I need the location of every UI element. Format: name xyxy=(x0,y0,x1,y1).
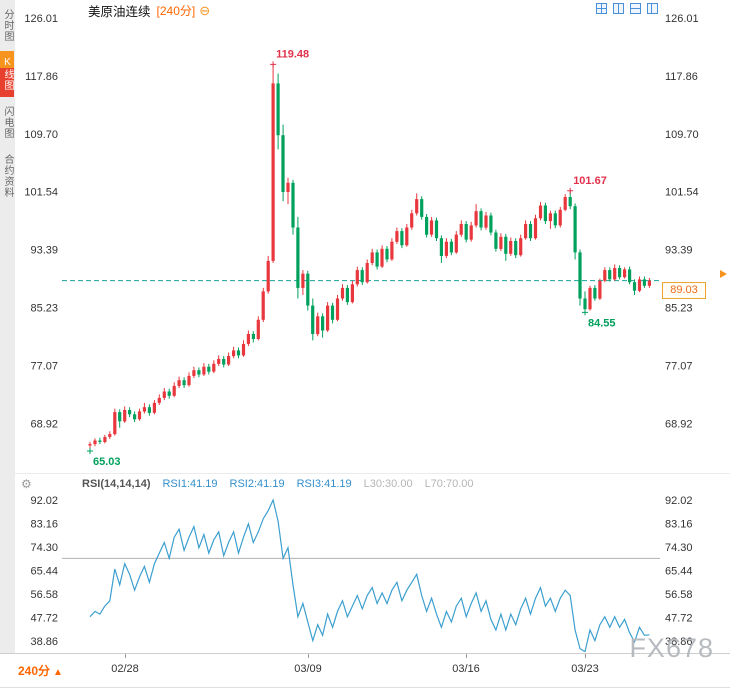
sidebar-item-time-chart[interactable]: 分时图 xyxy=(2,9,13,42)
svg-text:126.01: 126.01 xyxy=(665,13,699,25)
svg-text:83.16: 83.16 xyxy=(665,519,693,531)
layout-quad-icon[interactable] xyxy=(596,3,607,14)
layout-vsplit-icon[interactable] xyxy=(613,3,624,14)
svg-text:56.58: 56.58 xyxy=(30,589,58,601)
svg-text:77.07: 77.07 xyxy=(30,361,58,373)
svg-text:119.48: 119.48 xyxy=(276,48,309,60)
svg-text:65.44: 65.44 xyxy=(30,566,58,578)
x-axis-tick xyxy=(585,654,586,658)
svg-text:65.03: 65.03 xyxy=(93,456,121,468)
interval-button[interactable]: 240分 ▲ xyxy=(18,662,63,679)
bottom-axis: 240分 ▲ 02/28 03/09 03/16 03/23 xyxy=(0,653,730,687)
interval-label: 240分 xyxy=(18,664,51,678)
layout-hsplit-icon[interactable] xyxy=(630,3,641,14)
svg-text:92.02: 92.02 xyxy=(30,495,58,507)
svg-text:83.16: 83.16 xyxy=(30,519,58,531)
sidebar-item-lightning-chart[interactable]: 闪电图 xyxy=(2,106,13,139)
rsi-chart[interactable]: 92.02 92.02 83.16 83.16 74.30 74.30 65.44 65.44… xyxy=(0,492,730,652)
sidebar-item-kline-chart[interactable]: K线图 xyxy=(0,51,14,97)
svg-text:92.02: 92.02 xyxy=(665,495,693,507)
layout-toolbar xyxy=(596,3,658,14)
x-axis-date: 03/16 xyxy=(452,663,480,675)
rsi-header: ⚙ RSI(14,14,14) RSI1:41.19 RSI2:41.19 RS… xyxy=(15,476,730,491)
rsi2-value: RSI2:41.19 xyxy=(229,477,285,490)
x-axis-date: 02/28 xyxy=(111,663,139,675)
svg-text:74.30: 74.30 xyxy=(665,542,693,554)
svg-text:56.58: 56.58 xyxy=(665,589,693,601)
svg-text:109.70: 109.70 xyxy=(24,129,58,141)
svg-text:38.86: 38.86 xyxy=(30,636,58,648)
svg-text:117.86: 117.86 xyxy=(665,71,698,83)
svg-text:93.39: 93.39 xyxy=(665,245,693,257)
svg-text:84.55: 84.55 xyxy=(588,317,616,329)
svg-text:74.30: 74.30 xyxy=(30,542,58,554)
chart-header: 美原油连续 [240分] ⊖ xyxy=(15,0,730,20)
x-axis-tick xyxy=(308,654,309,658)
svg-text:101.54: 101.54 xyxy=(24,187,58,199)
svg-text:85.23: 85.23 xyxy=(30,303,58,315)
candlestick-chart[interactable]: 126.01 126.01 117.86 117.86 109.70 109.70 101.… xyxy=(0,0,730,472)
svg-text:77.07: 77.07 xyxy=(665,361,693,373)
svg-text:65.44: 65.44 xyxy=(665,566,693,578)
latest-price-arrow-icon[interactable] xyxy=(720,270,727,278)
rsi3-value: RSI3:41.19 xyxy=(296,477,352,490)
svg-text:47.72: 47.72 xyxy=(665,613,693,625)
x-axis-tick xyxy=(125,654,126,658)
svg-text:47.72: 47.72 xyxy=(30,613,58,625)
rsi1-value: RSI1:41.19 xyxy=(162,477,218,490)
rsi-title: RSI(14,14,14) xyxy=(82,477,151,490)
x-axis-date: 03/09 xyxy=(294,663,322,675)
l70-value: L70:70.00 xyxy=(424,477,474,490)
l30-value: L30:30.00 xyxy=(363,477,413,490)
layout-sidebar-icon[interactable] xyxy=(647,3,658,14)
last-price-badge: 89.03 xyxy=(662,282,706,299)
svg-text:68.92: 68.92 xyxy=(665,418,693,430)
svg-text:68.92: 68.92 xyxy=(30,418,58,430)
collapse-icon[interactable]: ⊖ xyxy=(199,2,211,18)
svg-text:38.86: 38.86 xyxy=(665,636,693,648)
svg-text:101.67: 101.67 xyxy=(573,175,607,187)
symbol-title: 美原油连续 xyxy=(88,4,151,19)
sidebar-item-contract-info[interactable]: 合约资料 xyxy=(2,154,13,198)
indicator-settings-icon[interactable]: ⚙ xyxy=(21,476,32,491)
svg-text:126.01: 126.01 xyxy=(24,13,58,25)
x-axis-tick xyxy=(466,654,467,658)
svg-text:117.86: 117.86 xyxy=(25,71,58,83)
watermark: FX678 xyxy=(629,633,714,663)
svg-text:93.39: 93.39 xyxy=(30,245,58,257)
svg-text:101.54: 101.54 xyxy=(665,187,699,199)
panel-divider xyxy=(15,473,730,474)
interval-tag[interactable]: [240分] xyxy=(156,3,196,18)
svg-text:109.70: 109.70 xyxy=(665,129,699,141)
svg-text:85.23: 85.23 xyxy=(665,303,693,315)
up-triangle-icon: ▲ xyxy=(53,667,63,678)
x-axis-date: 03/23 xyxy=(571,663,599,675)
left-tab-strip: 分时图 K线图 闪电图 合约资料 xyxy=(0,0,15,687)
